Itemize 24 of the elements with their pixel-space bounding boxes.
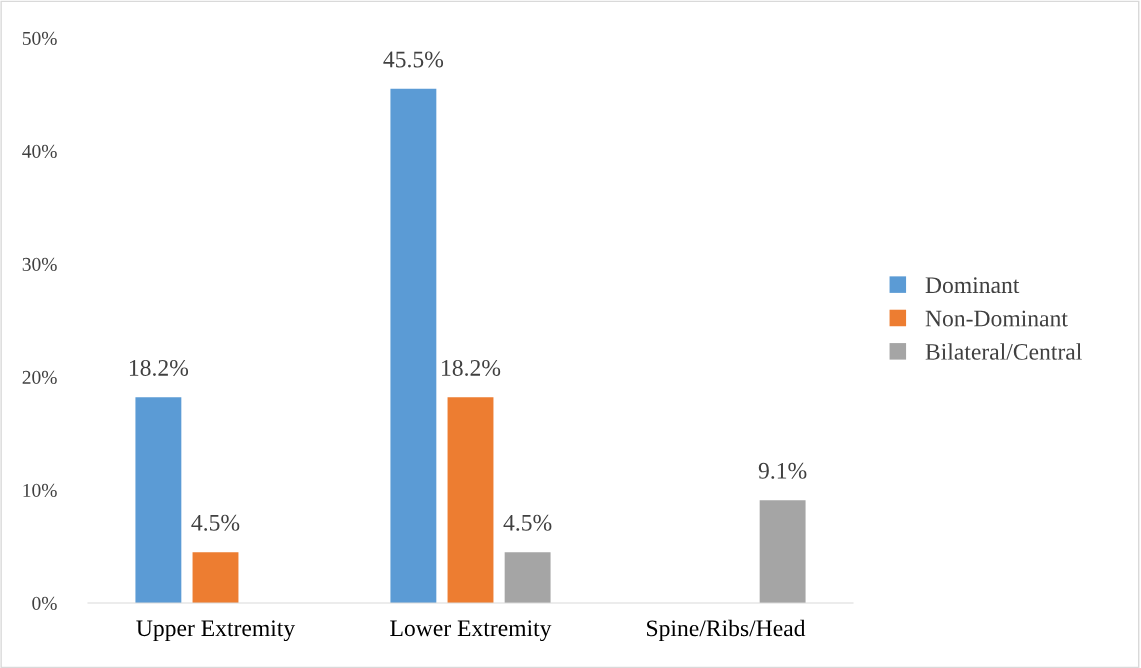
bar — [504, 552, 551, 603]
y-tick-label: 30% — [22, 257, 57, 271]
bar — [447, 397, 494, 603]
data-label: 4.5% — [191, 514, 240, 531]
legend-label: Dominant — [925, 277, 1020, 294]
x-tick-label: Lower Extremity — [390, 620, 552, 642]
bar — [192, 552, 239, 603]
legend-label: Non-Dominant — [925, 310, 1068, 327]
y-tick-label: 10% — [23, 483, 57, 497]
y-tick-label: 20% — [22, 370, 57, 384]
y-tick-label: 40% — [22, 144, 57, 158]
data-label: 18.2% — [129, 359, 189, 376]
data-label: 4.5% — [503, 514, 552, 531]
x-tick-label: Upper Extremity — [136, 620, 296, 642]
bar — [135, 397, 182, 603]
legend-label: Bilateral/Central — [925, 343, 1082, 360]
x-tick-label: Spine/Ribs/Head — [647, 619, 806, 642]
data-label: 18.2% — [442, 359, 501, 376]
data-label: 45.5% — [383, 51, 444, 68]
bar — [390, 88, 437, 603]
data-label: 9.1% — [758, 462, 807, 479]
bar — [759, 500, 806, 603]
y-tick-label: 50% — [22, 31, 57, 45]
y-tick-label: 0% — [32, 596, 57, 610]
